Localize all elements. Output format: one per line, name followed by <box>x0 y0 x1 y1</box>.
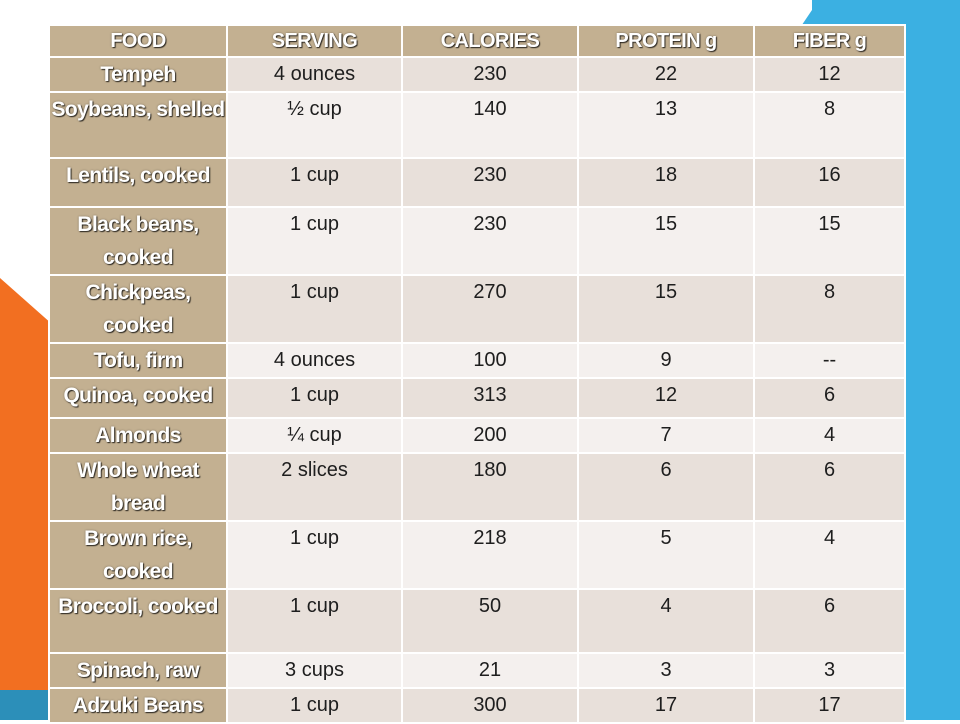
table-row: Tempeh 4 ounces 230 22 12 <box>48 56 906 93</box>
table-row: Almonds ¼ cup 200 7 4 <box>48 417 906 454</box>
food-cell: Adzuki Beans <box>48 687 228 724</box>
serving-cell: 1 cup <box>226 520 403 590</box>
protein-cell: 12 <box>577 377 755 419</box>
table-row: Tofu, firm 4 ounces 100 9 -- <box>48 342 906 379</box>
fiber-cell: 12 <box>753 56 906 93</box>
table-row: Quinoa, cooked 1 cup 313 12 6 <box>48 377 906 419</box>
fiber-cell: 8 <box>753 274 906 344</box>
serving-cell: 1 cup <box>226 274 403 344</box>
protein-cell: 4 <box>577 588 755 654</box>
serving-cell: 1 cup <box>226 206 403 276</box>
calories-cell: 270 <box>401 274 579 344</box>
fiber-cell: 6 <box>753 377 906 419</box>
serving-cell: 4 ounces <box>226 56 403 93</box>
calories-cell: 200 <box>401 417 579 454</box>
protein-cell: 3 <box>577 652 755 689</box>
food-cell: Whole wheat bread <box>48 452 228 522</box>
food-cell: Tofu, firm <box>48 342 228 379</box>
header-protein: PROTEIN g <box>577 24 755 58</box>
header-fiber: FIBER g <box>753 24 906 58</box>
food-cell: Black beans, cooked <box>48 206 228 276</box>
serving-cell: 4 ounces <box>226 342 403 379</box>
table-row: Broccoli, cooked 1 cup 50 4 6 <box>48 588 906 654</box>
calories-cell: 230 <box>401 206 579 276</box>
header-calories: CALORIES <box>401 24 579 58</box>
fiber-cell: 16 <box>753 157 906 208</box>
nutrition-table: FOOD SERVING CALORIES PROTEIN g FIBER g … <box>48 24 906 724</box>
protein-cell: 18 <box>577 157 755 208</box>
protein-cell: 5 <box>577 520 755 590</box>
serving-cell: 1 cup <box>226 687 403 724</box>
protein-cell: 22 <box>577 56 755 93</box>
protein-cell: 13 <box>577 91 755 159</box>
fiber-cell: 8 <box>753 91 906 159</box>
food-cell: Quinoa, cooked <box>48 377 228 419</box>
table-header-row: FOOD SERVING CALORIES PROTEIN g FIBER g <box>48 24 906 58</box>
calories-cell: 140 <box>401 91 579 159</box>
calories-cell: 218 <box>401 520 579 590</box>
header-food: FOOD <box>48 24 228 58</box>
food-cell: Soybeans, shelled <box>48 91 228 159</box>
protein-cell: 17 <box>577 687 755 724</box>
table-row: Adzuki Beans 1 cup 300 17 17 <box>48 687 906 724</box>
calories-cell: 180 <box>401 452 579 522</box>
serving-cell: 2 slices <box>226 452 403 522</box>
food-cell: Broccoli, cooked <box>48 588 228 654</box>
serving-cell: 1 cup <box>226 377 403 419</box>
table-row: Chickpeas, cooked 1 cup 270 15 8 <box>48 274 906 344</box>
fiber-cell: -- <box>753 342 906 379</box>
fiber-cell: 3 <box>753 652 906 689</box>
table-row: Soybeans, shelled ½ cup 140 13 8 <box>48 91 906 159</box>
food-cell: Chickpeas, cooked <box>48 274 228 344</box>
serving-cell: 3 cups <box>226 652 403 689</box>
table-row: Whole wheat bread 2 slices 180 6 6 <box>48 452 906 522</box>
protein-cell: 9 <box>577 342 755 379</box>
fiber-cell: 4 <box>753 520 906 590</box>
serving-cell: 1 cup <box>226 588 403 654</box>
calories-cell: 100 <box>401 342 579 379</box>
calories-cell: 230 <box>401 56 579 93</box>
table-row: Lentils, cooked 1 cup 230 18 16 <box>48 157 906 208</box>
protein-cell: 6 <box>577 452 755 522</box>
nutrition-table-container: FOOD SERVING CALORIES PROTEIN g FIBER g … <box>48 24 906 724</box>
fiber-cell: 6 <box>753 588 906 654</box>
serving-cell: ¼ cup <box>226 417 403 454</box>
serving-cell: 1 cup <box>226 157 403 208</box>
serving-cell: ½ cup <box>226 91 403 159</box>
calories-cell: 21 <box>401 652 579 689</box>
table-row: Brown rice, cooked 1 cup 218 5 4 <box>48 520 906 590</box>
calories-cell: 50 <box>401 588 579 654</box>
food-cell: Almonds <box>48 417 228 454</box>
fiber-cell: 15 <box>753 206 906 276</box>
food-cell: Lentils, cooked <box>48 157 228 208</box>
calories-cell: 300 <box>401 687 579 724</box>
food-cell: Tempeh <box>48 56 228 93</box>
protein-cell: 15 <box>577 206 755 276</box>
fiber-cell: 17 <box>753 687 906 724</box>
food-cell: Brown rice, cooked <box>48 520 228 590</box>
calories-cell: 313 <box>401 377 579 419</box>
fiber-cell: 6 <box>753 452 906 522</box>
protein-cell: 7 <box>577 417 755 454</box>
calories-cell: 230 <box>401 157 579 208</box>
header-serving: SERVING <box>226 24 403 58</box>
protein-cell: 15 <box>577 274 755 344</box>
table-row: Black beans, cooked 1 cup 230 15 15 <box>48 206 906 276</box>
food-cell: Spinach, raw <box>48 652 228 689</box>
table-row: Spinach, raw 3 cups 21 3 3 <box>48 652 906 689</box>
fiber-cell: 4 <box>753 417 906 454</box>
